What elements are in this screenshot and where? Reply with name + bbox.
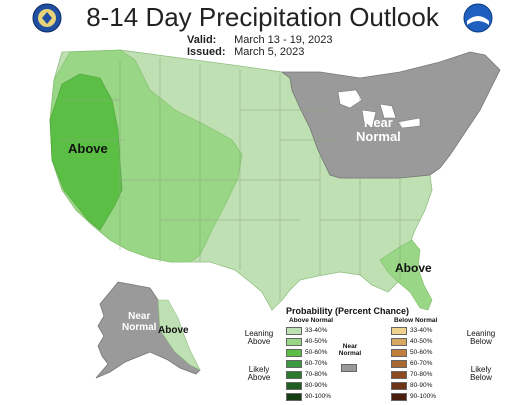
legend-below-header: Below Normal xyxy=(394,317,438,324)
swatch xyxy=(286,371,302,379)
row-label: 50-60% xyxy=(410,349,433,356)
swatch xyxy=(286,338,302,346)
state-lines xyxy=(60,58,420,300)
legend-near-normal-swatch xyxy=(341,364,357,372)
likely-above-line2: Above xyxy=(247,373,271,383)
issued-line: Issued: March 5, 2023 xyxy=(187,46,304,58)
legend-likely-above: Likely Above xyxy=(241,365,277,383)
alaska-above-region xyxy=(157,299,201,371)
southeast-above-label: Above xyxy=(395,261,432,275)
leaning-above-line1: Leaning xyxy=(244,329,274,338)
leaning-below-line1: Leaning xyxy=(466,329,496,338)
valid-line: Valid: March 13 - 19, 2023 xyxy=(187,34,333,46)
leaning-above-line2: Above xyxy=(247,337,271,347)
near-normal-line2: Normal xyxy=(338,349,362,357)
likely-below-line1: Likely xyxy=(470,365,492,374)
likely-above-line1: Likely xyxy=(248,365,270,374)
southeast-40-50-region xyxy=(379,239,433,311)
swatch xyxy=(391,393,407,401)
swatch xyxy=(391,360,407,368)
swatch xyxy=(286,393,302,401)
swatch xyxy=(391,327,407,335)
row-label: 90-100% xyxy=(410,393,437,400)
legend: Probability (Percent Chance) Above Norma… xyxy=(241,300,521,402)
alaska-near-normal-label: Near Normal xyxy=(122,311,157,333)
alaska-above-label: Above xyxy=(158,325,189,336)
row-label: 90-100% xyxy=(305,393,332,400)
legend-leaning-below: Leaning Below xyxy=(463,329,499,347)
swatch xyxy=(391,371,407,379)
issued-value: March 5, 2023 xyxy=(234,46,305,58)
legend-above-header: Above Normal xyxy=(289,317,334,324)
northeast-label-line1: Near xyxy=(363,115,393,130)
west-coast-50-60-region xyxy=(49,73,123,231)
swatch xyxy=(286,349,302,357)
row-label: 80-90% xyxy=(410,382,433,389)
leaning-below-line2: Below xyxy=(470,337,492,347)
valid-label: Valid: xyxy=(187,34,217,46)
row-label: 60-70% xyxy=(305,360,328,367)
alaska-label-line2: Normal xyxy=(122,321,157,333)
swatch xyxy=(286,360,302,368)
row-label: 80-90% xyxy=(305,382,328,389)
swatch xyxy=(391,349,407,357)
legend-leaning-above: Leaning Above xyxy=(241,329,277,347)
row-label: 70-80% xyxy=(305,371,328,378)
swatch xyxy=(286,382,302,390)
row-label: 70-80% xyxy=(410,371,433,378)
west-above-label: Above xyxy=(68,141,108,156)
row-label: 40-50% xyxy=(305,338,328,345)
legend-title: Probability (Percent Chance) xyxy=(286,306,410,316)
row-label: 50-60% xyxy=(305,349,328,356)
legend-near-normal: Near Normal xyxy=(335,343,365,358)
likely-below-line2: Below xyxy=(470,373,492,383)
swatch xyxy=(286,327,302,335)
swatch xyxy=(391,382,407,390)
row-label: 33-40% xyxy=(410,327,433,334)
legend-likely-below: Likely Below xyxy=(463,365,499,383)
page-title: 8-14 Day Precipitation Outlook xyxy=(86,2,439,32)
row-label: 60-70% xyxy=(410,360,433,367)
row-label: 33-40% xyxy=(305,327,328,334)
northeast-label-line2: Normal xyxy=(356,128,401,144)
issued-label: Issued: xyxy=(187,46,226,58)
noaa-logo-icon xyxy=(463,3,493,33)
great-lakes xyxy=(337,89,421,129)
swatch xyxy=(391,338,407,346)
doc-seal-logo-icon xyxy=(32,3,62,33)
northeast-near-normal-label: Near Normal xyxy=(356,116,401,143)
valid-value: March 13 - 19, 2023 xyxy=(234,34,333,46)
row-label: 40-50% xyxy=(410,338,433,345)
alaska-label-line1: Near xyxy=(128,311,151,322)
near-normal-line1: Near xyxy=(342,343,358,350)
